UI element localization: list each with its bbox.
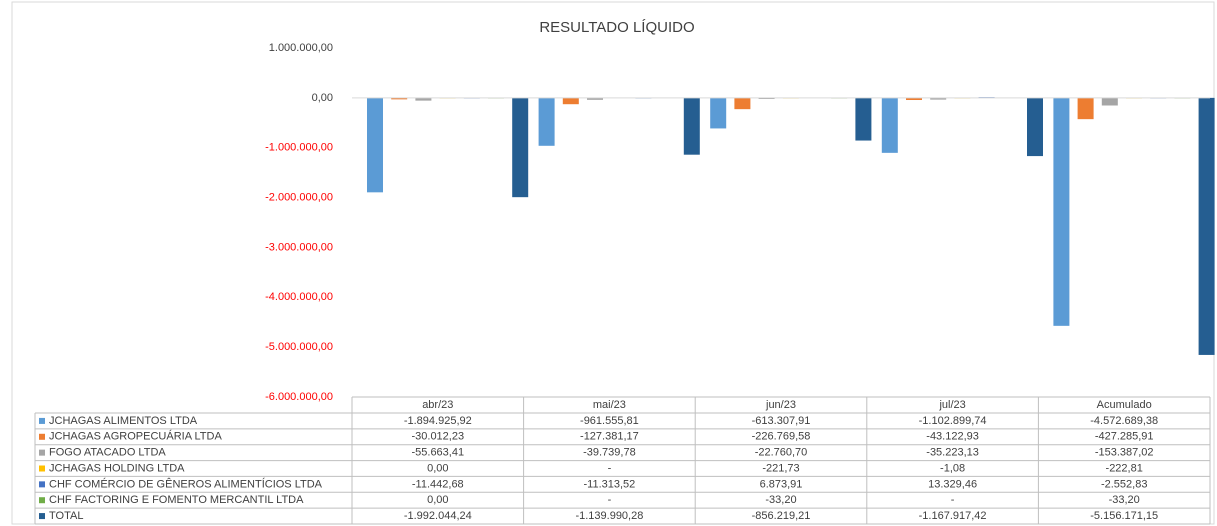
data-label: -153.387,02 xyxy=(1095,447,1154,459)
data-label: -856.219,21 xyxy=(752,510,811,522)
bar xyxy=(734,97,751,110)
bar xyxy=(367,97,383,193)
data-label: -127.381,17 xyxy=(580,431,639,443)
bar xyxy=(881,97,898,153)
bar xyxy=(538,97,555,146)
data-label: -1,08 xyxy=(940,462,965,474)
bar xyxy=(587,97,603,100)
legend-label: TOTAL xyxy=(49,510,83,522)
data-label: -221,73 xyxy=(762,462,799,474)
bar xyxy=(415,97,432,101)
bar xyxy=(906,97,922,101)
data-label: -1.139.990,28 xyxy=(575,510,643,522)
data-label: -35.223,13 xyxy=(926,447,979,459)
data-label: -33,20 xyxy=(765,494,796,506)
legend-key xyxy=(39,417,45,424)
data-label: -1.894.925,92 xyxy=(404,415,472,427)
x-tick-label: jun/23 xyxy=(765,399,796,411)
data-label: -613.307,91 xyxy=(752,415,811,427)
legend-key xyxy=(39,449,45,456)
data-label: -39.739,78 xyxy=(583,447,636,459)
data-label: 13.329,46 xyxy=(928,478,977,490)
y-tick-label: -5.000.000,00 xyxy=(265,341,333,353)
bar xyxy=(930,97,947,100)
data-label: -1.992.044,24 xyxy=(404,510,472,522)
data-label: -1.167.917,42 xyxy=(919,510,987,522)
bar xyxy=(1101,97,1118,106)
data-label: -2.552,83 xyxy=(1101,478,1147,490)
y-tick-label: 1.000.000,00 xyxy=(269,42,333,54)
bar xyxy=(1198,97,1215,355)
data-label: - xyxy=(608,494,612,506)
legend-label: JCHAGAS AGROPECUÁRIA LTDA xyxy=(49,430,222,443)
data-label: -11.442,68 xyxy=(412,478,464,490)
bar xyxy=(562,97,579,105)
x-tick-label: abr/23 xyxy=(422,399,453,411)
data-label: -30.012,23 xyxy=(411,431,464,443)
bar xyxy=(758,97,775,99)
legend-key xyxy=(39,465,45,472)
data-label: -4.572.689,38 xyxy=(1090,415,1158,427)
data-label: -11.313,52 xyxy=(584,478,636,490)
bar xyxy=(512,97,529,198)
bar xyxy=(1053,97,1070,326)
data-label: -427.285,91 xyxy=(1095,431,1154,443)
data-label: - xyxy=(951,494,955,506)
data-label: -1.102.899,74 xyxy=(919,415,987,427)
legend-key xyxy=(39,513,45,520)
x-tick-label: jul/23 xyxy=(938,399,965,411)
y-tick-label: -4.000.000,00 xyxy=(265,291,333,303)
y-tick-label: -6.000.000,00 xyxy=(265,391,333,403)
bar xyxy=(683,97,700,155)
data-label: -43.122,93 xyxy=(926,431,979,443)
y-tick-label: -2.000.000,00 xyxy=(265,191,333,203)
y-tick-label: -1.000.000,00 xyxy=(265,142,333,154)
data-label: - xyxy=(608,462,612,474)
data-label: -226.769,58 xyxy=(752,431,811,443)
bar xyxy=(855,97,872,141)
legend-label: JCHAGAS HOLDING LTDA xyxy=(49,462,185,474)
legend-label: CHF COMÉRCIO DE GÊNEROS ALIMENTÍCIOS LTD… xyxy=(49,477,323,490)
y-tick-label: -3.000.000,00 xyxy=(265,241,333,253)
bar xyxy=(1027,97,1043,157)
legend-label: JCHAGAS ALIMENTOS LTDA xyxy=(49,415,198,427)
data-label: -55.663,41 xyxy=(411,447,464,459)
chart-title: RESULTADO LÍQUIDO xyxy=(539,19,694,36)
legend-label: CHF FACTORING E FOMENTO MERCANTIL LTDA xyxy=(49,494,304,506)
x-tick-label: mai/23 xyxy=(593,399,626,411)
data-label: 0,00 xyxy=(427,494,448,506)
chart-border xyxy=(11,1,1215,525)
data-label: -5.156.171,15 xyxy=(1090,510,1158,522)
data-label: -33,20 xyxy=(1109,494,1140,506)
bar xyxy=(710,97,727,129)
bar xyxy=(1077,97,1094,120)
data-label: -222,81 xyxy=(1106,462,1143,474)
bar xyxy=(391,97,408,100)
legend-key xyxy=(39,481,45,488)
data-label: -961.555,81 xyxy=(580,415,639,427)
x-tick-label: Acumulado xyxy=(1097,399,1152,411)
legend-label: FOGO ATACADO LTDA xyxy=(49,447,166,459)
data-label: 0,00 xyxy=(427,462,448,474)
data-label: -22.760,70 xyxy=(755,447,808,459)
legend-key xyxy=(39,433,45,440)
legend-key xyxy=(39,497,45,504)
y-tick-label: 0,00 xyxy=(312,92,333,104)
data-label: 6.873,91 xyxy=(760,478,803,490)
